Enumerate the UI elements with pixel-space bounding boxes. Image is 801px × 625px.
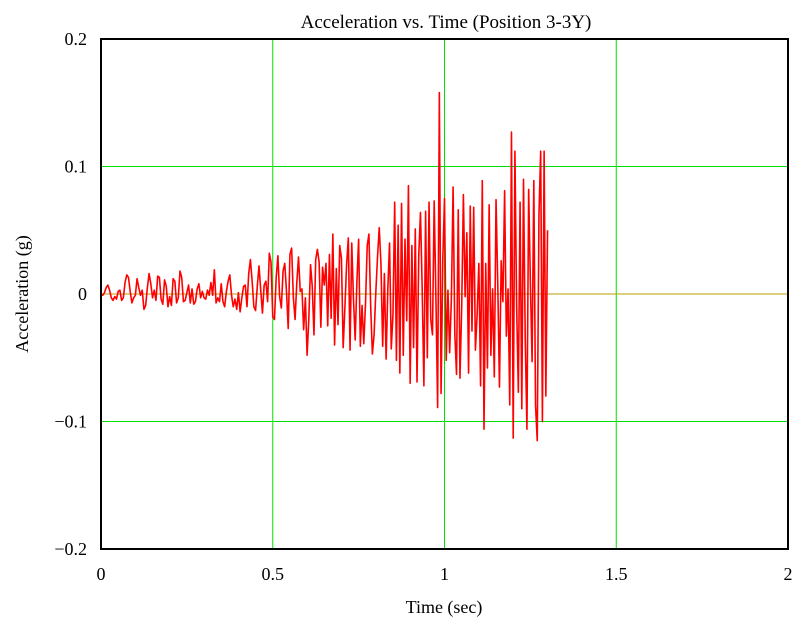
y-tick-label: 0 bbox=[78, 284, 87, 304]
x-tick-label: 1.5 bbox=[605, 564, 628, 584]
x-tick-label: 2 bbox=[784, 564, 793, 584]
series-layer bbox=[100, 91, 549, 442]
x-tick-label: 0.5 bbox=[262, 564, 285, 584]
y-axis-label: Acceleration (g) bbox=[12, 235, 33, 352]
x-tick-label: 0 bbox=[97, 564, 106, 584]
y-tick-labels: −0.2 −0.1 0 0.1 0.2 bbox=[54, 29, 87, 559]
y-tick-label: −0.1 bbox=[54, 412, 87, 432]
plot-frame bbox=[100, 38, 789, 550]
acceleration-series-line bbox=[100, 91, 549, 442]
y-tick-label: −0.2 bbox=[54, 539, 87, 559]
x-axis-label: Time (sec) bbox=[406, 597, 483, 618]
y-tick-label: 0.2 bbox=[65, 29, 88, 49]
chart-title: Acceleration vs. Time (Position 3-3Y) bbox=[301, 12, 592, 33]
x-tick-labels: 0 0.5 1 1.5 2 bbox=[97, 564, 793, 584]
y-tick-label: 0.1 bbox=[65, 157, 88, 177]
x-tick-label: 1 bbox=[440, 564, 449, 584]
